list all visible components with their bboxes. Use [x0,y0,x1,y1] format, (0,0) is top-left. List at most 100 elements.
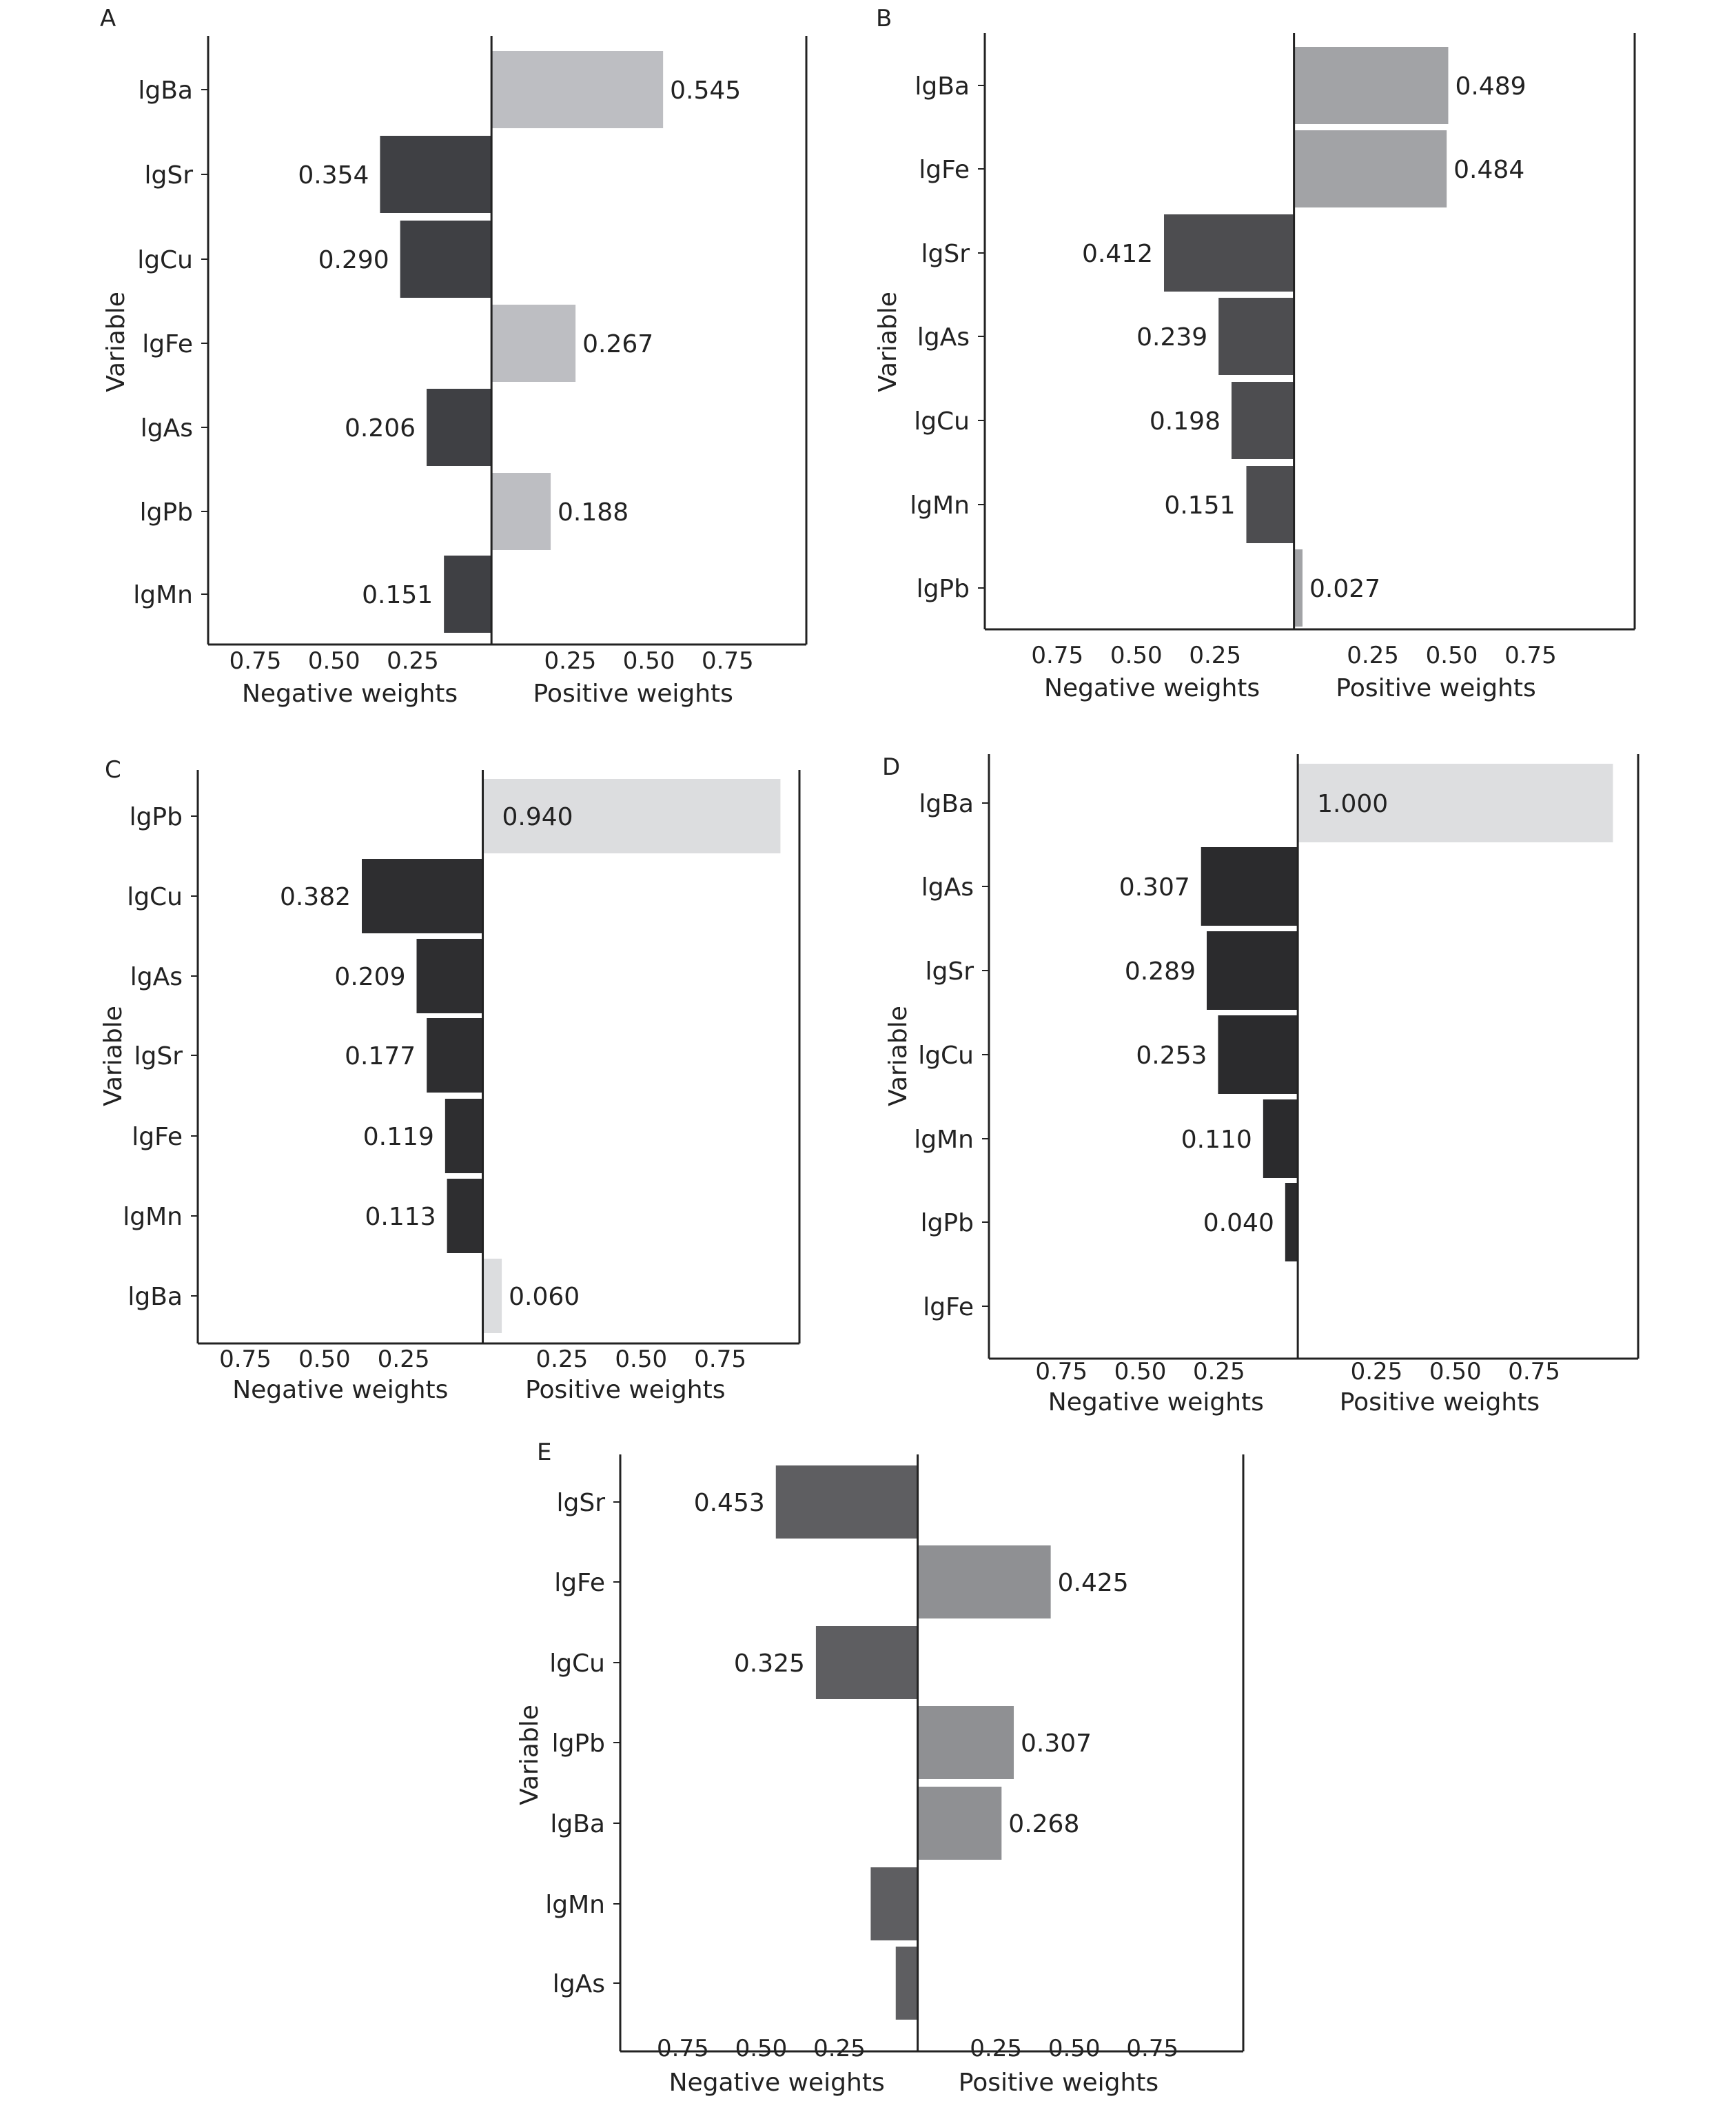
positive-weights-label: Positive weights [959,2069,1158,2097]
bar-lgAs [1201,847,1298,926]
category-label: lgPb [921,1209,974,1237]
category-label: lgCu [918,1042,974,1070]
category-label: lgSr [144,161,193,190]
bar-lgMn [1246,466,1294,543]
category-label: lgPb [552,1729,605,1758]
bar-lgAs [895,1947,918,2020]
category-label: lgMn [910,491,970,520]
x-tick-label: 0.25 [536,1346,589,1373]
panel-letter: B [876,5,892,32]
bar-lgMn [447,1179,483,1253]
category-label: lgMn [133,581,193,609]
category-label: lgAs [921,873,974,902]
data-label: 0.484 [1453,156,1524,184]
data-label: 0.110 [1181,1126,1252,1154]
data-label: 0.119 [363,1123,434,1151]
x-tick-label: 0.75 [229,647,282,675]
bar-lgSr [427,1018,483,1093]
panel-letter: E [537,1439,551,1466]
x-tick-label: 0.75 [219,1346,272,1373]
positive-weights-label: Positive weights [1340,1388,1540,1417]
positive-weights-label: Positive weights [525,1376,725,1404]
category-label: lgFe [919,156,970,184]
category-label: lgAs [130,963,183,991]
category-label: lgBa [127,1283,183,1311]
x-tick-label: 0.75 [1126,2035,1178,2062]
data-label: 0.040 [1203,1209,1274,1237]
data-label: 0.177 [345,1042,416,1070]
data-label: 0.307 [1021,1729,1092,1758]
bar-lgAs [416,939,483,1013]
data-label: 0.290 [318,246,389,274]
category-label: lgFe [923,1293,974,1321]
category-label: lgSr [925,957,974,986]
negative-weights-label: Negative weights [669,2069,885,2097]
bar-lgBa [1294,47,1449,124]
data-label: 0.206 [345,414,416,443]
category-label: lgMn [545,1891,605,1919]
negative-weights-label: Negative weights [1044,674,1260,702]
x-tick-label: 0.50 [623,647,675,675]
x-tick-label: 0.75 [1031,642,1083,669]
data-label: 0.253 [1136,1042,1207,1070]
x-tick-label: 0.50 [735,2035,788,2062]
y-axis-title: Variable [515,1705,544,1805]
y-axis-title: Variable [874,292,902,392]
category-label: lgAs [141,414,193,443]
x-tick-label: 0.50 [308,647,360,675]
category-label: lgBa [138,77,193,105]
category-label: lgPb [140,498,193,527]
x-tick-label: 0.25 [378,1346,430,1373]
data-label: 0.940 [502,803,573,831]
data-label: 0.198 [1150,407,1221,436]
bar-lgFe [1294,130,1447,207]
bar-lgCu [1231,382,1294,459]
bar-lgPb [491,473,551,550]
data-label: 0.412 [1082,240,1153,268]
positive-weights-label: Positive weights [1336,674,1535,702]
x-tick-label: 0.25 [1347,642,1399,669]
x-tick-label: 0.25 [387,647,439,675]
bar-lgPb [1285,1183,1298,1261]
data-label: 0.060 [509,1283,580,1311]
bar-lgPb [482,779,781,853]
category-label: lgPb [917,575,970,603]
bar-lgPb [1294,549,1303,627]
x-tick-label: 0.50 [1048,2035,1101,2062]
bar-lgSr [1164,214,1294,292]
y-axis-title: Variable [99,1006,127,1106]
data-label: 0.027 [1309,575,1380,603]
data-label: 0.382 [280,883,351,911]
category-label: lgFe [142,330,193,358]
category-label: lgCu [127,883,183,911]
x-tick-label: 0.50 [615,1346,667,1373]
category-label: lgBa [915,72,970,101]
x-tick-label: 0.50 [1426,642,1478,669]
x-tick-label: 0.75 [1035,1358,1087,1386]
data-label: 0.267 [582,330,653,358]
x-tick-label: 0.50 [1110,642,1163,669]
bar-lgAs [1218,298,1294,375]
category-label: lgPb [130,803,183,831]
category-label: lgBa [550,1810,605,1838]
data-label: 0.289 [1125,957,1196,986]
category-label: lgCu [549,1650,605,1678]
x-tick-label: 0.75 [657,2035,709,2062]
bar-lgMn [870,1867,918,1940]
bar-lgMn [444,556,492,633]
x-tick-label: 0.25 [970,2035,1022,2062]
category-label: lgAs [553,1970,605,1998]
panel-letter: A [100,5,116,32]
x-tick-label: 0.25 [1189,642,1241,669]
data-label: 0.354 [298,161,369,190]
negative-weights-label: Negative weights [242,680,458,708]
data-label: 0.545 [670,77,741,105]
data-label: 0.425 [1058,1569,1129,1597]
bar-lgFe [491,305,576,382]
bar-lgBa [1298,764,1613,842]
bar-lgFe [445,1099,483,1173]
